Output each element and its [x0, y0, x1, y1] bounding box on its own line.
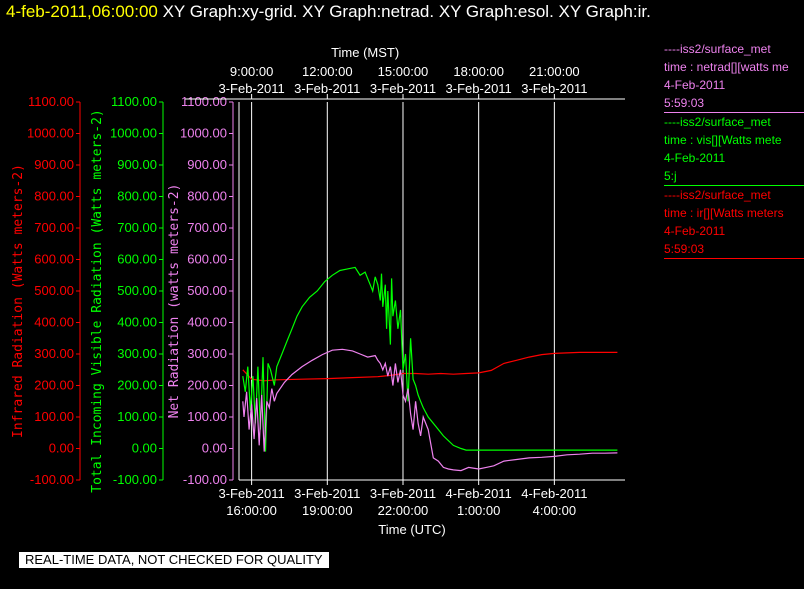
y-tick-label: 600.00 [34, 252, 74, 267]
y-tick-label: 300.00 [117, 346, 157, 361]
y-tick-label: 500.00 [117, 283, 157, 298]
y-tick-label: 700.00 [117, 220, 157, 235]
y-tick-label: 200.00 [187, 378, 227, 393]
y-tick-label: 400.00 [187, 315, 227, 330]
x-tick-date: 3-Feb-2011 [294, 486, 360, 501]
y-tick-label: -100.00 [113, 472, 157, 487]
y-tick-label: 1000.00 [27, 126, 74, 141]
y-tick-label: 1000.00 [110, 126, 157, 141]
legend-variable: time : netrad[][watts me [664, 60, 789, 74]
y-tick-label: 0.00 [49, 441, 74, 456]
top-tick-time: 18:00:00 [453, 64, 504, 79]
top-tick-date: 3-Feb-2011 [446, 81, 512, 96]
graph-titles: XY Graph:xy-grid. XY Graph:netrad. XY Gr… [157, 2, 651, 21]
y-tick-label: 0.00 [202, 441, 227, 456]
y-tick-label: 300.00 [187, 346, 227, 361]
y-tick-label: 0.00 [132, 441, 157, 456]
y-tick-label: 900.00 [34, 157, 74, 172]
top-tick-date: 3-Feb-2011 [370, 81, 436, 96]
y-tick-label: 700.00 [187, 220, 227, 235]
legend-source: ----iss2/surface_met [664, 42, 771, 56]
legend-source: ----iss2/surface_met [664, 115, 771, 129]
legend-entry-netrad: ----iss2/surface_met time : netrad[][wat… [664, 40, 804, 113]
x-tick-date: 4-Feb-2011 [446, 486, 512, 501]
y-tick-label: 500.00 [34, 283, 74, 298]
y-tick-label: 800.00 [117, 189, 157, 204]
x-tick-time: 22:00:00 [378, 503, 429, 518]
legend-entry-vis: ----iss2/surface_met time : vis[][Watts … [664, 113, 804, 186]
legend-source: ----iss2/surface_met [664, 188, 771, 202]
x-axis-title-mst: Time (MST) [331, 45, 399, 60]
y-tick-label: 500.00 [187, 283, 227, 298]
y-tick-label: 700.00 [34, 220, 74, 235]
timestamp: 4-feb-2011,06:00:00 [6, 2, 158, 21]
legend-variable: time : ir[][Watts meters [664, 206, 784, 220]
x-tick-date: 3-Feb-2011 [370, 486, 436, 501]
x-tick-time: 16:00:00 [226, 503, 277, 518]
top-tick-date: 3-Feb-2011 [521, 81, 587, 96]
legend-time: 5:j [664, 169, 677, 183]
y-axis-title: Infrared Radiation (Watts meters-2) [11, 164, 26, 438]
series-line-netrad [242, 348, 618, 472]
top-tick-date: 3-Feb-2011 [218, 81, 284, 96]
y-tick-label: 900.00 [117, 157, 157, 172]
x-tick-time: 1:00:00 [457, 503, 500, 518]
y-tick-label: 100.00 [117, 409, 157, 424]
legend-time: 5:59:03 [664, 242, 705, 256]
header-bar: 4-feb-2011,06:00:00 XY Graph:xy-grid. XY… [6, 2, 651, 22]
legend: ----iss2/surface_met time : netrad[][wat… [664, 40, 804, 259]
y-tick-label: -100.00 [183, 472, 227, 487]
y-tick-label: -100.00 [30, 472, 74, 487]
y-tick-label: 800.00 [187, 189, 227, 204]
y-tick-label: 1100.00 [181, 94, 227, 109]
top-tick-date: 3-Feb-2011 [294, 81, 360, 96]
x-tick-time: 19:00:00 [302, 503, 353, 518]
y-tick-label: 1100.00 [111, 94, 157, 109]
legend-variable: time : vis[][Watts mete [664, 133, 782, 147]
x-tick-date: 4-Feb-2011 [521, 486, 587, 501]
y-tick-label: 600.00 [117, 252, 157, 267]
x-tick-date: 3-Feb-2011 [218, 486, 284, 501]
y-tick-label: 400.00 [117, 315, 157, 330]
y-tick-label: 800.00 [34, 189, 74, 204]
x-tick-time: 4:00:00 [533, 503, 576, 518]
y-tick-label: 200.00 [117, 378, 157, 393]
y-tick-label: 1000.00 [180, 126, 227, 141]
y-axis-title: Net Radiation (watts meters-2) [167, 184, 182, 419]
legend-date: 4-Feb-2011 [664, 151, 726, 165]
legend-time: 5:59:03 [664, 96, 705, 110]
y-tick-label: 600.00 [187, 252, 227, 267]
y-tick-label: 300.00 [34, 346, 74, 361]
x-axis-title-utc: Time (UTC) [378, 522, 445, 537]
legend-date: 4-Feb-2011 [664, 78, 726, 92]
top-tick-time: 21:00:00 [529, 64, 580, 79]
y-tick-label: 400.00 [34, 315, 74, 330]
top-tick-time: 9:00:00 [230, 64, 273, 79]
series-line-ir [242, 351, 618, 382]
y-tick-label: 100.00 [34, 409, 74, 424]
top-tick-time: 12:00:00 [302, 64, 353, 79]
legend-entry-ir: ----iss2/surface_met time : ir[][Watts m… [664, 186, 804, 259]
y-tick-label: 900.00 [187, 157, 227, 172]
y-tick-label: 200.00 [34, 378, 74, 393]
y-tick-label: 1100.00 [28, 94, 74, 109]
legend-date: 4-Feb-2011 [664, 224, 726, 238]
y-axis-title: Total Incoming Visible Radiation (Watts … [90, 109, 105, 493]
series-line-vis [242, 266, 618, 452]
y-tick-label: 100.00 [187, 409, 227, 424]
quality-disclaimer: REAL-TIME DATA, NOT CHECKED FOR QUALITY [19, 552, 329, 568]
top-tick-time: 15:00:00 [378, 64, 429, 79]
